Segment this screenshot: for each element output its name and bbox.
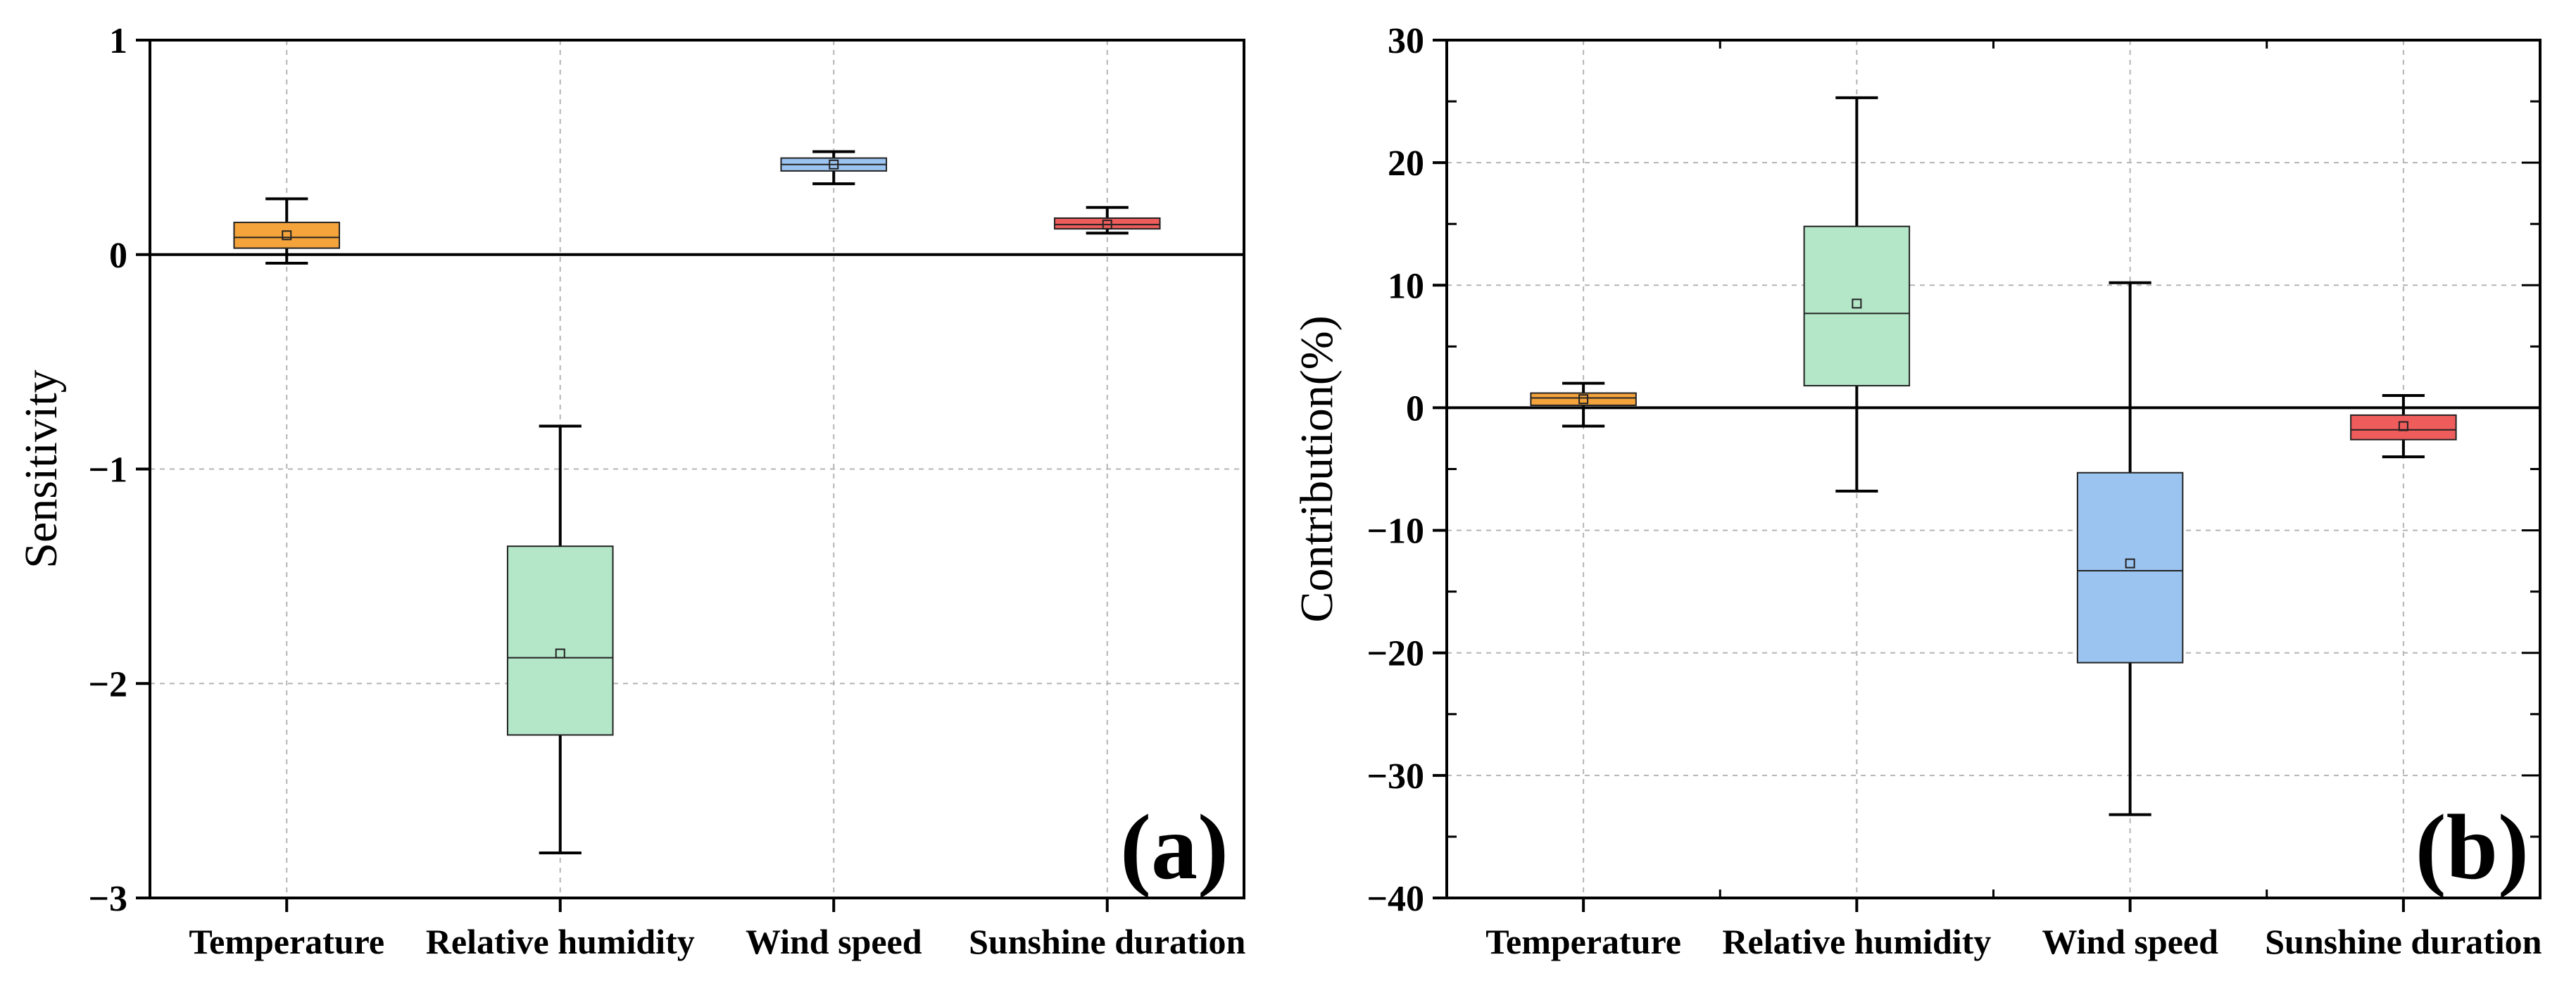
chart-panel-a: −3 −2 −1 0 1 Temperature Relative humidity Wind… (15, 21, 1246, 961)
panel-label: (b) (2415, 795, 2529, 899)
plot-frame (1445, 39, 2542, 899)
y-tick-label: −10 (1366, 512, 1424, 552)
box-relative-humidity (1803, 96, 1911, 493)
box-relative-humidity (506, 424, 614, 855)
box-mean-marker (1578, 394, 1589, 405)
x-tick-label: Wind speed (746, 922, 922, 961)
x-tick-label: Sunshine duration (2265, 922, 2542, 961)
y-tick-label: 10 (1388, 266, 1424, 306)
box-mean-marker (829, 159, 839, 170)
box-iqr (1803, 225, 1911, 387)
x-tick-label: Wind speed (2042, 922, 2218, 961)
x-tick-label: Temperature (1485, 922, 1681, 961)
y-tick-label: 0 (1406, 388, 1424, 429)
y-tick-label: −30 (1366, 757, 1424, 797)
box-sunshine-duration (2350, 394, 2457, 459)
y-tick-label: 0 (109, 236, 127, 276)
y-tick-label: −3 (88, 879, 127, 919)
y-tick-label: 1 (109, 21, 127, 61)
x-tick-label: Relative humidity (1722, 922, 1991, 961)
y-tick-label: −1 (88, 450, 127, 490)
y-tick-label: −20 (1366, 634, 1424, 674)
box-mean-marker (2125, 558, 2135, 569)
y-tick-label: 20 (1388, 144, 1424, 184)
chart-panel-b: −40 −30 −20 −10 0 10 20 30 Temperature Relative h… (1291, 21, 2542, 961)
box-iqr (1530, 392, 1637, 406)
box-wind-speed (780, 150, 888, 186)
box-mean-marker (555, 648, 565, 659)
y-axis-title: Contribution(%) (1291, 315, 1343, 622)
box-temperature (233, 197, 341, 265)
box-mean-marker (282, 230, 292, 241)
box-mean-marker (1102, 220, 1112, 230)
panel-label: (a) (1120, 795, 1229, 899)
x-tick-label: Relative humidity (426, 922, 695, 961)
box-temperature (1530, 381, 1637, 428)
y-tick-label: −40 (1366, 879, 1424, 919)
y-axis-title: Sensitivity (15, 369, 67, 568)
y-tick-label: −2 (88, 664, 127, 704)
box-iqr (2350, 414, 2457, 441)
box-mean-marker (1852, 298, 1862, 309)
box-iqr (506, 545, 614, 736)
box-mean-marker (2398, 421, 2408, 431)
box-sunshine-duration (1053, 205, 1161, 235)
x-tick-label: Temperature (189, 922, 384, 961)
y-tick-label: 30 (1388, 21, 1424, 61)
x-tick-label: Sunshine duration (969, 922, 1245, 961)
box-iqr (233, 222, 341, 249)
box-wind-speed (2076, 281, 2184, 816)
